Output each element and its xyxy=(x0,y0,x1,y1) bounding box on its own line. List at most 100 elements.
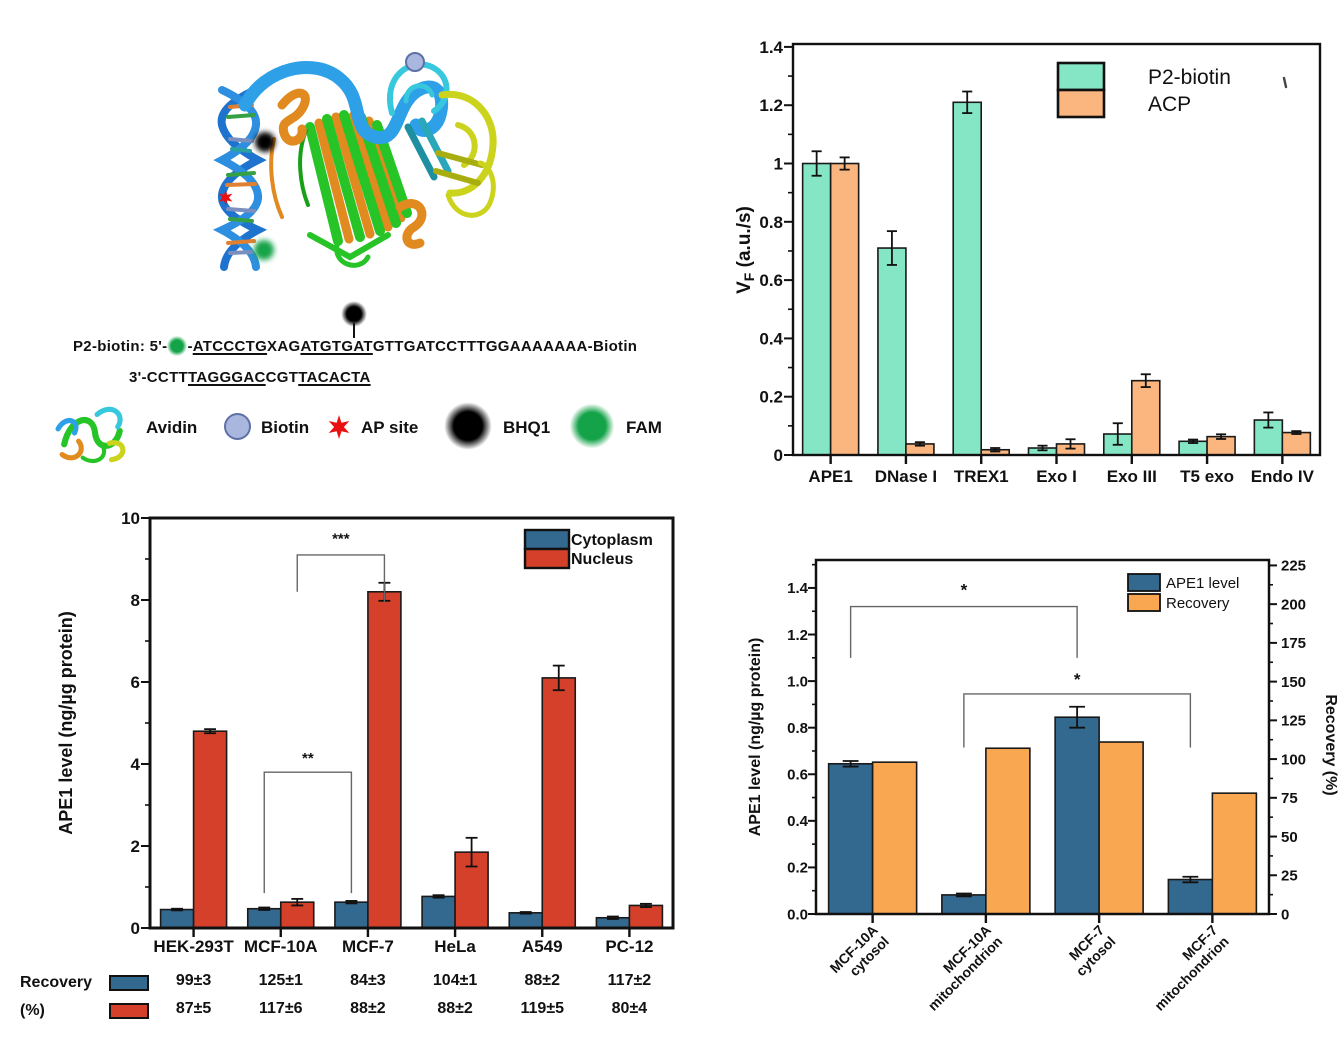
error-bar xyxy=(962,90,973,114)
legend-swatch xyxy=(523,547,571,570)
error-bar xyxy=(1216,433,1227,440)
bar xyxy=(541,677,577,929)
x-category-label: MCF-10Acytosol xyxy=(827,922,893,988)
y-tick-label: 6 xyxy=(131,673,140,692)
protein-dna-structure-illustration xyxy=(212,52,497,271)
biotin-icon xyxy=(224,413,251,440)
sequence-segment: GTTGATCCTTTGGAAAAAAA-Biotin xyxy=(372,338,638,355)
legend-swatch xyxy=(1056,61,1106,92)
error-bar xyxy=(842,760,859,768)
right-tick-label: 175 xyxy=(1281,635,1306,652)
error-bar xyxy=(258,906,271,911)
recovery-value: 84±3 xyxy=(350,972,386,989)
recovery-swatch-Cytoplasm xyxy=(109,975,149,991)
recovery-value: 117±2 xyxy=(607,972,652,989)
y-tick-label: 0.6 xyxy=(759,271,783,290)
bars-P2-biotin xyxy=(801,90,1284,456)
error-bar xyxy=(839,156,850,171)
fam-dot-inline-icon xyxy=(167,336,188,356)
sequence-segment-underlined: TACACTA xyxy=(298,369,371,386)
chart-legend: Cytoplasm Nucleus xyxy=(523,528,653,570)
error-bar xyxy=(914,441,925,447)
y-tick-label: 1.4 xyxy=(759,38,783,57)
legend-label: APE1 level xyxy=(1166,575,1239,592)
significance-bracket xyxy=(263,771,353,894)
bar xyxy=(192,730,228,929)
x-category-label: MCF-7 xyxy=(342,937,394,956)
sequence-segment: CGT xyxy=(265,369,299,386)
legend-label: P2-biotin xyxy=(1148,66,1231,89)
bar xyxy=(827,762,874,915)
legend-swatch xyxy=(1127,573,1161,592)
recovery-value: 125±1 xyxy=(258,972,303,989)
x-category-label: APE1 xyxy=(808,467,852,486)
bars-Recovery xyxy=(871,741,1258,915)
error-bar xyxy=(465,836,478,868)
x-category-label: Endo IV xyxy=(1251,467,1315,486)
legend-label-fam: FAM xyxy=(626,418,662,437)
x-category-label: Exo III xyxy=(1107,467,1157,486)
chart-legend: P2-biotin ACP xyxy=(1056,61,1231,119)
bar xyxy=(871,761,918,915)
probe-sequence-bottom-strand: 3'-CCTTTAGGGACCGTTACACTA xyxy=(129,369,371,386)
recovery-value: 80±4 xyxy=(611,1000,648,1017)
x-category-label: HeLa xyxy=(434,937,476,956)
plot-frame xyxy=(148,516,675,930)
legend-label-avidin: Avidin xyxy=(146,418,198,437)
fam-dye-dot xyxy=(254,240,274,260)
legend-label-ap-site: AP site xyxy=(361,418,419,437)
bhq1-stem-line xyxy=(353,323,355,338)
y-tick-label: 1 xyxy=(774,154,783,173)
bar xyxy=(829,162,860,456)
y-tick-label: 1.4 xyxy=(787,580,809,597)
dna-helix xyxy=(212,86,268,271)
right-tick-label: 75 xyxy=(1281,790,1298,807)
y-tick-label: 0.8 xyxy=(759,213,783,232)
bar xyxy=(801,162,832,456)
stray-mark xyxy=(1282,76,1288,89)
sequence-segment-underlined: ATGTGAT xyxy=(300,338,373,355)
y-tick-label: 1.2 xyxy=(759,96,783,115)
legend-swatch xyxy=(1127,593,1161,612)
y-axis-label: VF (a.u./s) xyxy=(735,206,757,294)
legend-label: ACP xyxy=(1148,93,1191,116)
x-category-label: MCF-7cytosol xyxy=(1061,922,1118,979)
legend-label-biotin: Biotin xyxy=(261,418,310,437)
recovery-table: Recovery (%) 99±3 125±1 84±3 104±1 88±2 117±2… xyxy=(20,962,720,1062)
sequence-prefix: P2-biotin: 5'- xyxy=(73,338,168,355)
x-category-label: MCF-7mitochondrion xyxy=(1140,922,1232,1014)
y-tick-label: 0.0 xyxy=(787,906,808,923)
x-category-label: TREX1 xyxy=(954,467,1009,486)
y-axis-label: APE1 level (ng/µg protein) xyxy=(747,638,764,837)
error-bar xyxy=(1188,438,1199,444)
right-tick-label: 100 xyxy=(1281,751,1306,768)
right-tick-label: 150 xyxy=(1281,674,1306,691)
y-tick-label: 8 xyxy=(131,591,140,610)
y-tick-label: 0 xyxy=(774,446,783,465)
x-category-label: PC-12 xyxy=(605,937,653,956)
bar xyxy=(952,101,983,456)
bhq1-icon xyxy=(444,402,492,450)
x-category-label: MCF-10A xyxy=(244,937,318,956)
x-category-label: MCF-10Amitochondrion xyxy=(913,922,1005,1014)
y-tick-label: 1.0 xyxy=(787,673,808,690)
y-tick-label: 0.2 xyxy=(787,860,808,877)
recovery-value: 88±2 xyxy=(524,972,560,989)
bar xyxy=(1130,379,1161,456)
bar xyxy=(1281,431,1312,456)
y-tick-label: 0 xyxy=(131,919,140,938)
error-bar xyxy=(519,911,532,915)
plot-frame xyxy=(814,558,1271,916)
legend-label: Recovery xyxy=(1166,595,1230,612)
bar xyxy=(628,904,664,929)
sequence-segment-underlined: TAGGGAC xyxy=(188,369,266,386)
error-bar xyxy=(345,900,358,905)
bars-Nucleus xyxy=(192,581,664,929)
error-bar xyxy=(955,892,972,898)
y-tick-label: 4 xyxy=(131,755,141,774)
error-bar xyxy=(811,150,822,177)
bar xyxy=(367,591,402,929)
error-bar xyxy=(552,664,565,692)
